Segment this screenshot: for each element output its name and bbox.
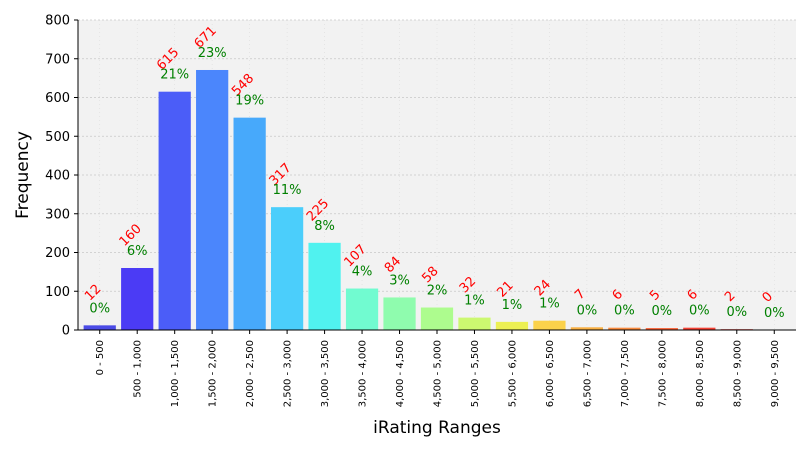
- bar: [233, 117, 266, 331]
- x-tick-label: 4,500 - 5,000: [433, 340, 444, 407]
- percent-label: 1%: [539, 297, 560, 312]
- bar: [196, 69, 229, 331]
- y-tick-label: 700: [45, 52, 70, 67]
- bar: [533, 320, 566, 330]
- percent-label: 2%: [427, 284, 448, 299]
- bar: [308, 242, 341, 330]
- x-tick-label: 1,000 - 1,500: [170, 340, 181, 407]
- percent-label: 4%: [352, 265, 373, 280]
- percent-label: 23%: [198, 46, 227, 61]
- percent-label: 0%: [764, 306, 785, 321]
- y-tick-label: 600: [45, 91, 70, 106]
- bar: [420, 307, 454, 330]
- x-tick-label: 5,000 - 5,500: [470, 340, 481, 407]
- y-tick-label: 200: [45, 246, 70, 261]
- bars: [83, 69, 753, 331]
- percent-label: 0%: [689, 304, 710, 319]
- y-tick-label: 800: [45, 14, 70, 29]
- x-tick-label: 4,000 - 4,500: [395, 340, 406, 407]
- percent-label: 1%: [464, 294, 485, 309]
- percent-label: 0%: [577, 303, 598, 318]
- percent-label: 0%: [726, 305, 747, 320]
- percent-label: 0%: [614, 304, 635, 319]
- percent-label: 6%: [127, 244, 148, 259]
- y-tick-label: 400: [45, 169, 70, 184]
- x-tick-label: 7,500 - 8,000: [657, 340, 668, 407]
- bar: [383, 297, 416, 330]
- x-axis-title: iRating Ranges: [373, 418, 501, 438]
- x-tick-label: 8,000 - 8,500: [695, 340, 706, 407]
- bar: [570, 327, 604, 330]
- percent-label: 0%: [652, 304, 673, 319]
- percent-label: 8%: [314, 219, 335, 234]
- x-tick-label: 0 - 500: [95, 340, 106, 375]
- y-tick-label: 100: [45, 285, 70, 300]
- bar: [158, 91, 191, 330]
- y-tick-label: 500: [45, 130, 70, 145]
- x-tick-label: 7,000 - 7,500: [620, 340, 631, 407]
- bar: [345, 288, 379, 330]
- bar: [683, 327, 716, 330]
- y-tick-label: 300: [45, 207, 70, 222]
- x-tick-label: 1,500 - 2,000: [208, 340, 219, 407]
- x-tick-label: 9,000 - 9,500: [770, 340, 781, 407]
- percent-label: 1%: [502, 298, 523, 313]
- percent-label: 3%: [389, 273, 410, 288]
- bar: [608, 327, 641, 330]
- x-tick-label: 6,000 - 6,500: [545, 340, 556, 407]
- x-tick-label: 2,500 - 3,000: [283, 340, 294, 407]
- x-tick-label: 6,500 - 7,000: [582, 340, 593, 407]
- bar: [270, 207, 304, 330]
- y-axis-title: Frequency: [13, 131, 33, 219]
- bar: [83, 325, 116, 330]
- y-tick-label: 0: [62, 324, 70, 339]
- percent-label: 19%: [235, 94, 264, 109]
- percent-label: 21%: [160, 68, 189, 83]
- bar: [121, 268, 154, 330]
- bar: [495, 321, 529, 330]
- x-tick-label: 3,500 - 4,000: [358, 340, 369, 407]
- x-tick-label: 500 - 1,000: [133, 340, 144, 398]
- percent-label: 0%: [89, 301, 110, 316]
- x-tick-label: 2,000 - 2,500: [245, 340, 256, 407]
- bar: [645, 328, 678, 330]
- x-tick-label: 5,500 - 6,000: [507, 340, 518, 407]
- bar: [458, 317, 491, 330]
- axes: 0 100 200 300 400 500 600 700 800 0 - 500 500 - 1,…: [45, 14, 796, 407]
- percent-label: 11%: [273, 183, 302, 198]
- x-tick-label: 8,500 - 9,000: [732, 340, 743, 407]
- x-tick-label: 3,000 - 3,500: [320, 340, 331, 407]
